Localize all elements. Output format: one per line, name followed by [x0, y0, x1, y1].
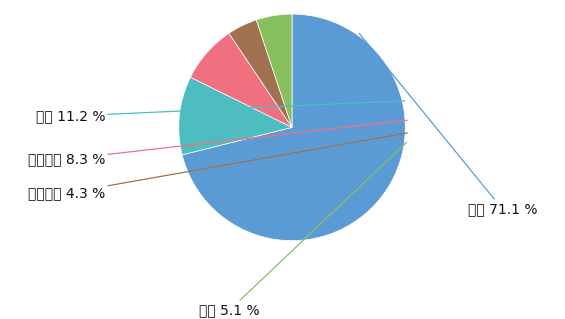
Text: 爱慕虚荣 4.3 %: 爱慕虚荣 4.3 % [28, 133, 407, 200]
Wedge shape [190, 33, 292, 127]
Text: 控制欲强 8.3 %: 控制欲强 8.3 % [28, 120, 407, 166]
Text: 抠门 5.1 %: 抠门 5.1 % [199, 142, 407, 317]
Wedge shape [182, 14, 405, 241]
Wedge shape [179, 77, 292, 155]
Wedge shape [229, 20, 292, 127]
Text: 冷战 11.2 %: 冷战 11.2 % [36, 101, 405, 123]
Wedge shape [257, 14, 292, 127]
Text: 出轨 71.1 %: 出轨 71.1 % [359, 33, 537, 216]
